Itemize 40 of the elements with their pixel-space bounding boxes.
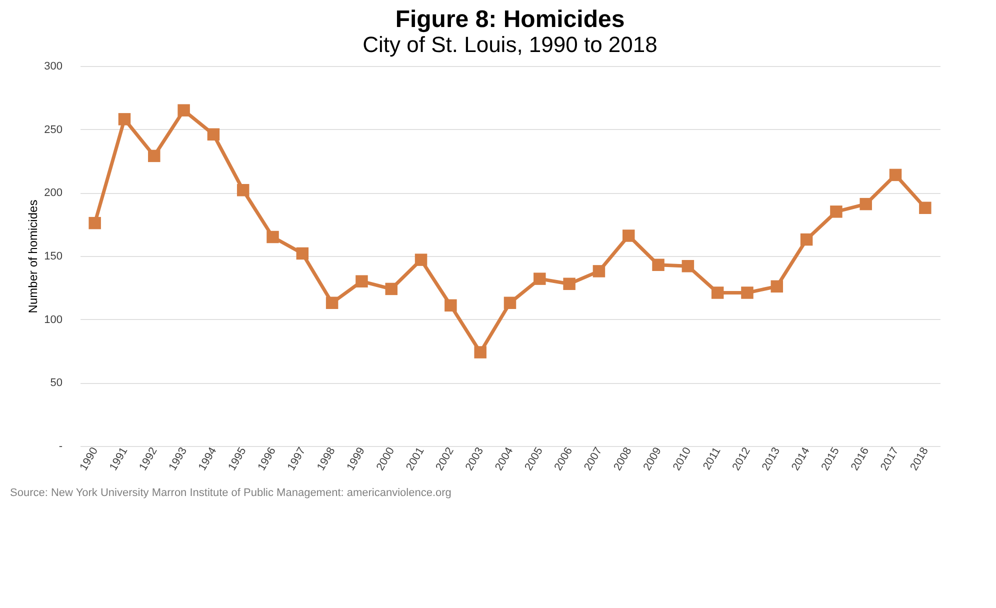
y-tick-label: 250 (44, 124, 62, 136)
point (563, 278, 576, 290)
point (148, 150, 160, 162)
point (534, 272, 546, 285)
point (919, 202, 932, 214)
point (444, 299, 457, 312)
point (504, 296, 516, 309)
point (118, 113, 131, 126)
point (741, 286, 754, 299)
point (207, 128, 220, 141)
chart-title: Figure 8: Homicides (395, 6, 625, 33)
y-axis-title: Number of homicides (26, 200, 40, 314)
point (266, 230, 279, 244)
point (236, 184, 250, 196)
point (356, 275, 368, 288)
y-tick-label: 300 (44, 60, 62, 72)
point (800, 233, 813, 246)
y-tick-label: 150 (44, 250, 62, 262)
point (682, 260, 694, 272)
point (830, 206, 842, 218)
y-tick-label: 50 (50, 377, 62, 390)
source-note: Source: New York University Marron Institute of Public Management: americanviolence.org (10, 487, 452, 499)
point (770, 280, 784, 293)
y-tick-label: - (58, 440, 63, 452)
chart-subtitle: City of St. Louis, 1990 to 2018 (362, 32, 658, 57)
point (414, 254, 428, 266)
point (474, 346, 486, 358)
point (296, 247, 309, 260)
point (592, 265, 606, 278)
point (88, 216, 101, 230)
y-tick-label: 100 (44, 314, 62, 326)
point (326, 296, 338, 309)
point (860, 198, 872, 210)
point (622, 230, 635, 242)
y-tick-label: 200 (44, 187, 62, 200)
point (889, 168, 902, 182)
point (178, 104, 190, 116)
point (711, 286, 724, 299)
point (385, 282, 398, 296)
point (652, 258, 664, 271)
